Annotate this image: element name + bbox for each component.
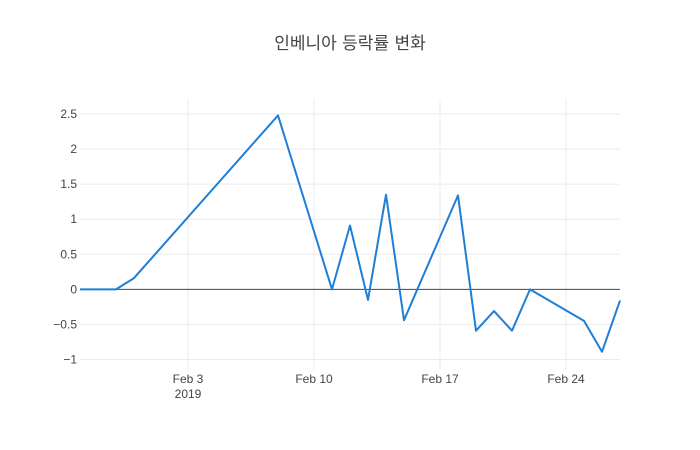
chart-title: 인베니아 등락률 변화 <box>274 34 426 54</box>
y-axis-ticks: 2.5 2 1.5 1 0.5 0 −0.5 −1 <box>53 107 77 366</box>
data-point <box>383 192 389 198</box>
x-tick-sublabel: 2019 <box>175 387 202 401</box>
data-point <box>131 275 137 281</box>
x-tick-label: Feb 24 <box>547 372 585 386</box>
data-point <box>581 318 587 324</box>
series-lines <box>77 112 623 355</box>
y-tick-label: 0 <box>70 282 77 296</box>
x-tick-label: Feb 17 <box>421 372 459 386</box>
data-point <box>365 297 371 303</box>
grid-lines <box>80 100 620 370</box>
series-line <box>80 114 621 353</box>
data-point <box>491 308 497 314</box>
y-tick-label: 0.5 <box>60 247 77 261</box>
y-tick-label: −1 <box>63 352 77 366</box>
data-point <box>599 349 605 355</box>
data-point <box>95 286 101 292</box>
data-point <box>527 286 533 292</box>
data-point <box>617 298 623 304</box>
x-tick-label: Feb 10 <box>295 372 333 386</box>
data-point <box>275 112 281 118</box>
y-tick-label: 2 <box>70 142 77 156</box>
data-point <box>509 328 515 334</box>
data-point <box>329 286 335 292</box>
data-point <box>401 317 407 323</box>
y-tick-label: −0.5 <box>53 317 77 331</box>
data-point <box>113 286 119 292</box>
y-tick-label: 1 <box>70 212 77 226</box>
data-point <box>455 192 461 198</box>
data-point <box>347 223 353 229</box>
data-point <box>77 286 83 292</box>
y-tick-label: 2.5 <box>60 107 77 121</box>
x-tick-label: Feb 3 <box>173 372 204 386</box>
y-tick-label: 1.5 <box>60 177 77 191</box>
data-point <box>473 328 479 334</box>
